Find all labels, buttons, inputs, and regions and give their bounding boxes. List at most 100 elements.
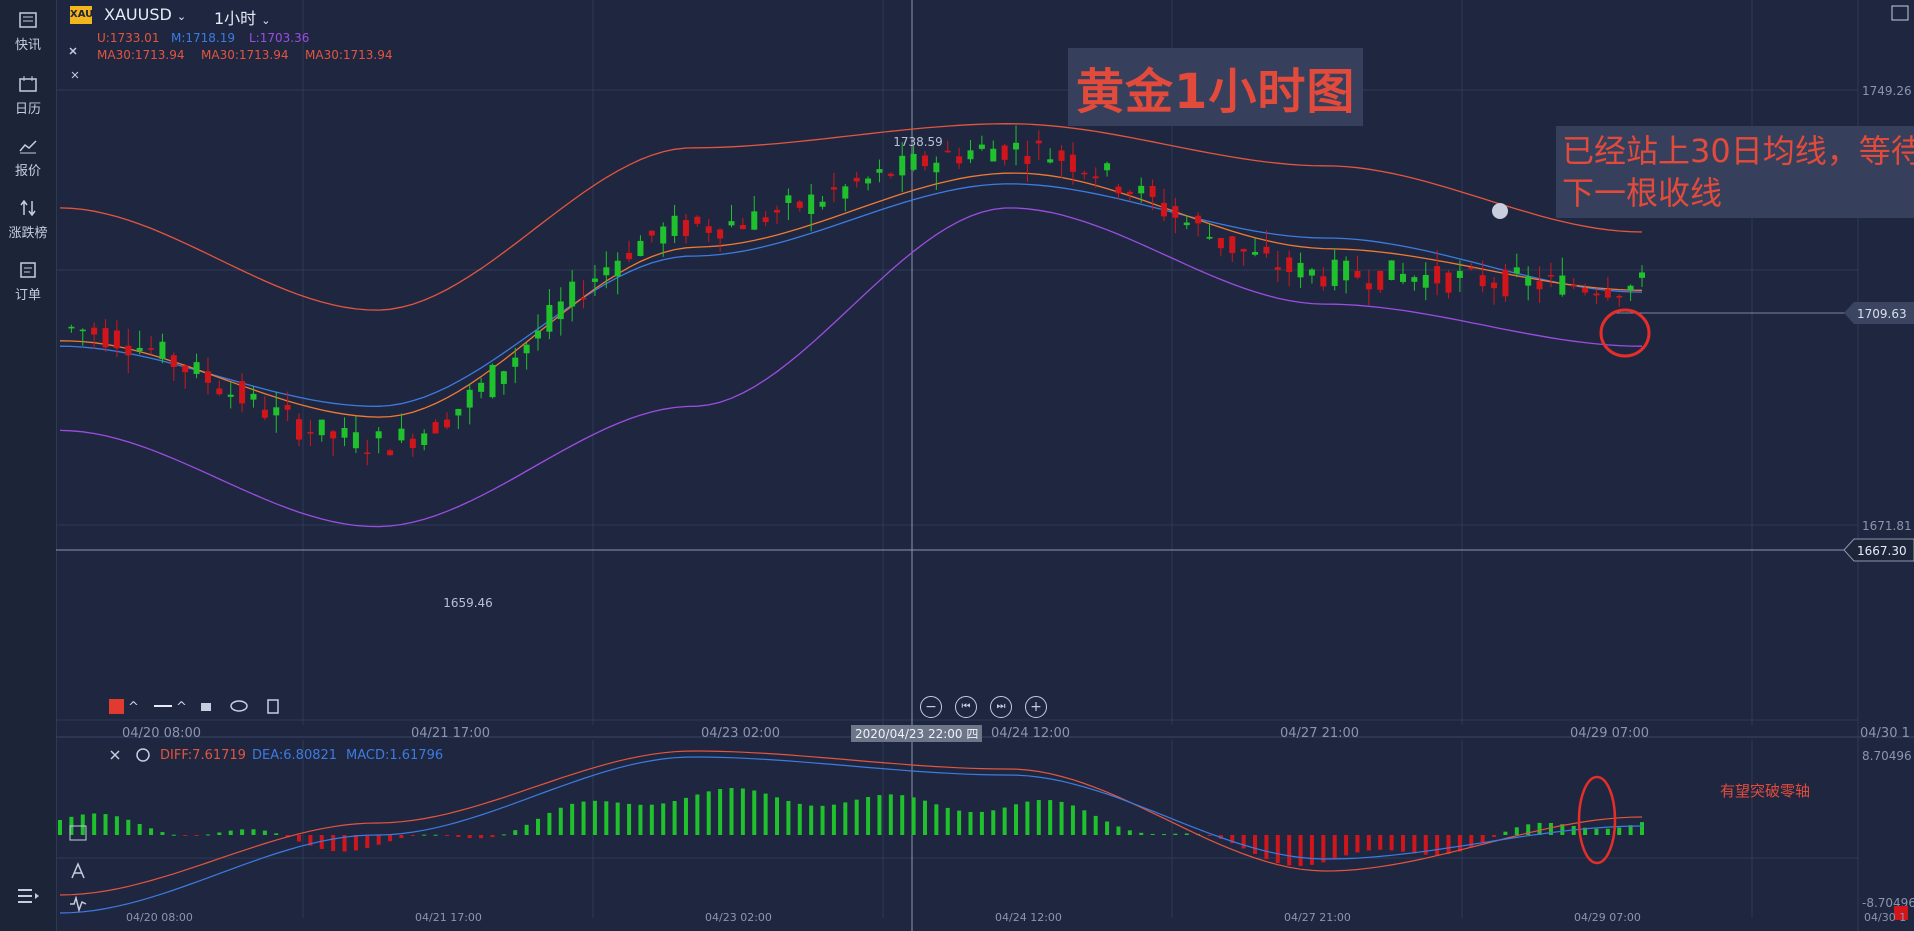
timeframe-selector[interactable]: 1小时 ⌄	[214, 5, 271, 29]
candle-body	[591, 278, 598, 282]
calendar-icon	[19, 76, 37, 92]
macd-bar	[672, 801, 677, 835]
candle-body	[523, 344, 530, 354]
eye-icon[interactable]	[230, 700, 248, 712]
candle-body	[774, 209, 781, 213]
macd-bar	[1105, 821, 1110, 835]
collapse-icon[interactable]	[71, 71, 79, 79]
macd-settings-icon[interactable]	[136, 748, 150, 762]
legend-close-icon[interactable]	[69, 47, 77, 55]
candle-body	[1149, 185, 1156, 197]
drawing-tool-icon[interactable]	[71, 862, 85, 879]
macd-bar	[433, 834, 438, 836]
ma30-line	[59, 172, 1643, 418]
macd-note-annotation: 有望突破零轴	[1720, 782, 1811, 800]
pulse-icon[interactable]	[70, 895, 87, 913]
macd-bar	[92, 813, 97, 835]
candle-body	[1639, 272, 1645, 278]
symbol-label: XAUUSD	[104, 5, 172, 24]
macd-bar	[547, 812, 552, 835]
macd-bar	[501, 834, 506, 836]
color-swatch[interactable]	[109, 699, 124, 714]
candle-body	[455, 408, 462, 416]
macd-bar	[1082, 810, 1087, 835]
candle-body	[1092, 176, 1099, 179]
sidebar-item-quote[interactable]: 报价	[0, 138, 56, 179]
macd-bar	[1492, 835, 1497, 837]
legend-middle: M:1718.19	[171, 31, 236, 45]
zoom-in-button[interactable]: +	[1025, 696, 1047, 718]
sidebar-item-calendar[interactable]: 日历	[0, 76, 56, 117]
macd-bar	[228, 830, 233, 835]
macd-bar	[1423, 835, 1428, 855]
macd-highlight-ellipse	[1577, 775, 1617, 865]
current-price-label: 1709.63	[1857, 307, 1907, 321]
macd-bar	[171, 834, 176, 836]
candle-body	[978, 144, 985, 149]
color-chevron-icon[interactable]: ^	[128, 700, 139, 715]
sidebar-item-ranking[interactable]: 涨跌榜	[0, 200, 56, 241]
macd-bar	[820, 805, 825, 835]
macd-bar	[1275, 835, 1280, 864]
macd-time-label: 04/21 17:00	[415, 911, 482, 924]
price-chart[interactable]: 1738.59 1659.46 1749.26 1671.81 8.70496 …	[56, 0, 1914, 931]
macd-bar	[683, 797, 688, 835]
macd-bar	[1526, 824, 1531, 835]
macd-close-icon[interactable]	[110, 750, 120, 760]
candle-body	[637, 240, 644, 256]
macd-bar	[1583, 827, 1588, 835]
macd-bar	[1070, 805, 1075, 835]
macd-bar	[1412, 835, 1417, 854]
macd-bar	[1048, 800, 1053, 835]
candle-body	[1411, 277, 1418, 282]
candle-body	[580, 297, 587, 300]
legend-ma30-2: MA30:1713.94	[201, 48, 289, 62]
macd-bar	[1207, 835, 1212, 836]
legend-ma30-3: MA30:1713.94	[305, 48, 393, 62]
lock-icon[interactable]	[201, 703, 211, 711]
candle-body	[648, 230, 655, 236]
candle-body	[1115, 186, 1122, 194]
macd-bar	[1253, 835, 1258, 854]
sidebar-item-label: 日历	[14, 102, 41, 117]
macd-bar	[1287, 835, 1292, 866]
candle-body	[1570, 284, 1577, 287]
macd-bar	[456, 835, 461, 837]
macd-bar	[888, 794, 893, 835]
line-chevron-icon[interactable]: ^	[176, 700, 187, 715]
macd-bar	[137, 824, 142, 835]
time-label: 04/21 17:00	[411, 726, 491, 741]
jump-end-button[interactable]: ⏭	[990, 696, 1012, 718]
symbol-selector[interactable]: XAUUSD ⌄	[104, 5, 186, 24]
zoom-out-button[interactable]: −	[920, 696, 942, 718]
sidebar-item-order[interactable]: 订单	[0, 262, 56, 303]
candle-body	[1047, 159, 1054, 163]
macd-bar	[1150, 833, 1155, 835]
sidebar-menu-button[interactable]	[0, 888, 56, 910]
alert-icon[interactable]	[1894, 906, 1908, 920]
indicator-icon[interactable]	[69, 825, 87, 841]
macd-bar	[615, 802, 620, 835]
candle-body	[136, 347, 143, 351]
macd-bar	[319, 835, 324, 850]
candle-body	[808, 194, 815, 214]
sidebar-item-news[interactable]: 快讯	[0, 12, 56, 53]
candle-body	[296, 419, 303, 440]
macd-bar	[1537, 822, 1542, 835]
moon-icon[interactable]	[1492, 203, 1508, 219]
macd-bar	[444, 835, 449, 836]
macd-bar	[968, 812, 973, 835]
trash-icon[interactable]	[267, 699, 279, 714]
candle-body	[113, 330, 120, 349]
macd-time-label: 04/20 08:00	[126, 911, 193, 924]
candle-body	[352, 432, 359, 449]
jump-start-button[interactable]: ⏮	[955, 696, 977, 718]
macd-bar	[991, 810, 996, 835]
window-toggle-icon[interactable]	[1891, 5, 1909, 21]
candle-body	[1331, 259, 1338, 286]
candle-body	[102, 328, 109, 348]
macd-bar	[388, 835, 393, 842]
macd-bar	[1355, 835, 1360, 853]
candle-body	[1172, 206, 1179, 218]
candle-body	[1445, 272, 1452, 293]
